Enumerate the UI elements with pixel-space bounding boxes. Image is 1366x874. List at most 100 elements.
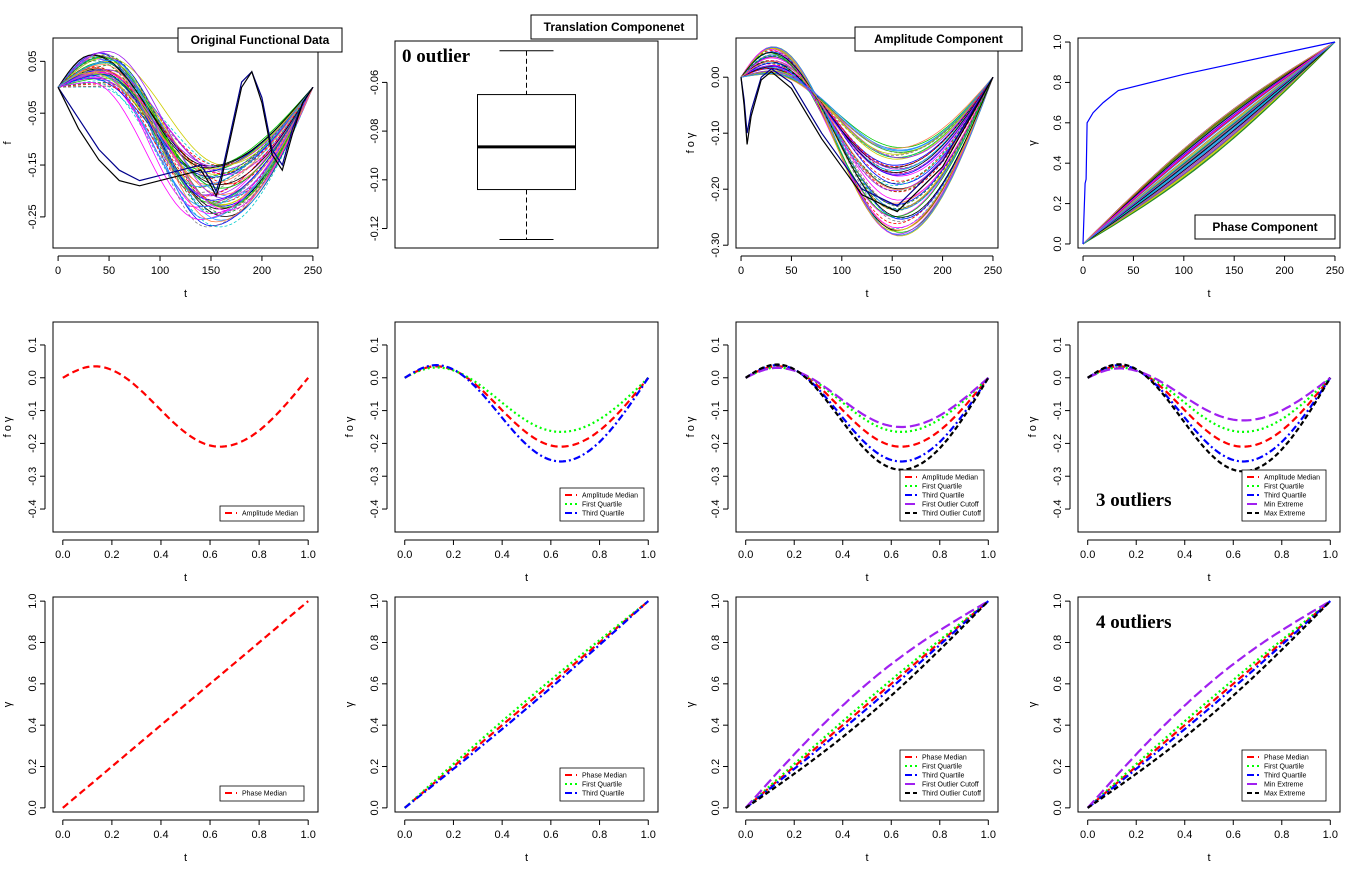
series-line <box>744 600 990 809</box>
outlier-curve <box>740 70 994 213</box>
title-box <box>530 14 698 40</box>
y-tick-label: 0.0 <box>710 800 722 815</box>
legend: Phase Median <box>219 785 305 802</box>
x-tick-label: 100 <box>833 265 851 277</box>
panel-title: Amplitude Component <box>874 32 1003 46</box>
x-tick-label: 150 <box>202 265 220 277</box>
warping-curve <box>1082 41 1336 245</box>
bundle-curve <box>58 82 314 215</box>
plot-area <box>1086 600 1332 809</box>
series-line <box>1087 600 1332 809</box>
x-tick-label: 0.6 <box>884 549 899 561</box>
x-tick-label: 0.8 <box>251 549 266 561</box>
panel-phase-cutoffs: 0.0 0.2 0.4 0.6 0.8 1.0 0.0 0.2 0.4 0.6 0.8 1.0 t γ Ph… <box>685 593 999 864</box>
panel-phase-median: 0.0 0.2 0.4 0.6 0.8 1.0 0.0 0.2 0.4 0.6 0.8 1.0 t γ Ph… <box>2 593 319 864</box>
y-tick-label: 1.0 <box>369 593 381 608</box>
legend: Amplitude Median First Quartile Third Quar… <box>559 487 645 522</box>
series-line <box>404 366 650 433</box>
series-line <box>1087 367 1331 422</box>
bundle-curve <box>740 47 994 232</box>
series-line <box>745 365 990 448</box>
y-axis-label: γ <box>685 701 697 707</box>
x-tick-label: 50 <box>785 265 797 277</box>
legend-label: First Quartile <box>922 484 962 491</box>
panel-amplitude-extremes: 0.0 0.2 0.4 0.6 0.8 1.0 0.1 0.0 -0.1 -0.2 -0.3 -0.4… <box>1027 321 1341 584</box>
legend-label: Third Quartile <box>922 773 965 780</box>
bundle-curve <box>740 67 994 168</box>
x-tick-label: 1.0 <box>981 549 996 561</box>
y-tick-label: 0.6 <box>1052 115 1064 130</box>
x-axis-label: t <box>184 852 187 864</box>
bundle-curve <box>740 65 994 175</box>
x-tick-label: 1.0 <box>301 829 316 841</box>
legend-label: Min Extreme <box>1264 502 1303 509</box>
y-tick-label: 0.0 <box>369 370 381 385</box>
y-tick-label: 0.4 <box>27 718 39 733</box>
x-tick-label: 0.2 <box>1129 549 1144 561</box>
y-axis-label: γ <box>2 701 14 707</box>
plot-area <box>1082 41 1336 245</box>
y-tick-label: -0.10 <box>369 167 381 192</box>
panel-title: Original Functional Data <box>191 33 330 47</box>
warping-curve <box>1082 41 1336 245</box>
y-tick-label: 0.2 <box>1052 196 1064 211</box>
series-line <box>404 365 650 448</box>
x-tick-label: 0.2 <box>787 549 802 561</box>
y-tick-label: 0.4 <box>1052 156 1064 171</box>
series-line <box>1086 600 1332 809</box>
legend: Phase Median First Quartile Third Quartile… <box>1241 749 1327 802</box>
series-line <box>404 363 650 463</box>
x-tick-label: 0.6 <box>202 549 217 561</box>
y-tick-label: 0.8 <box>1052 75 1064 90</box>
panel-amplitude-component: 0 50 100 150 200 250 0.00 -0.10 -0.20 -0.30 t f o γ… <box>685 26 1023 300</box>
bundle-curve <box>57 67 314 196</box>
x-tick-label: 50 <box>1127 265 1139 277</box>
panel-amplitude-cutoffs: 0.0 0.2 0.4 0.6 0.8 1.0 0.1 0.0 -0.1 -0.2 -0.3 -0.4… <box>685 321 999 584</box>
x-axis-label: t <box>184 572 187 584</box>
x-tick-label: 0.4 <box>153 829 168 841</box>
plot-area <box>477 50 576 240</box>
y-tick-label: 0.4 <box>369 718 381 733</box>
plot-area <box>1087 363 1332 473</box>
legend-label: Amplitude Median <box>242 511 298 518</box>
x-tick-label: 250 <box>1326 265 1344 277</box>
bundle-curve <box>740 73 994 151</box>
panel-amplitude-quartiles: 0.0 0.2 0.4 0.6 0.8 1.0 0.1 0.0 -0.1 -0.2 -0.3 -0.4… <box>344 321 659 584</box>
outlier-curve <box>740 68 994 207</box>
warping-curve <box>1082 41 1336 245</box>
y-tick-label: -0.12 <box>369 216 381 241</box>
bundle-curve <box>58 81 314 228</box>
warping-curve <box>1082 41 1336 245</box>
y-tick-label: -0.06 <box>369 70 381 95</box>
series-line <box>404 600 650 809</box>
series-line <box>745 363 990 463</box>
legend-label: First Outlier Cutoff <box>922 782 979 789</box>
y-tick-label: -0.1 <box>710 401 722 420</box>
bundle-curve <box>740 46 994 236</box>
y-tick-label: -0.10 <box>710 121 722 146</box>
bundle-curve <box>740 70 994 160</box>
x-tick-label: 0.4 <box>494 829 509 841</box>
series-line <box>1086 600 1332 809</box>
y-tick-label: 0.0 <box>27 800 39 815</box>
legend: Phase Median First Quartile Third Quartile <box>559 767 645 802</box>
plot-frame <box>394 596 659 813</box>
bundle-curve <box>57 69 314 214</box>
x-tick-label: 250 <box>984 265 1002 277</box>
legend: Amplitude Median First Quartile Third Quar… <box>899 469 985 522</box>
legend: Phase Median First Quartile Third Quartile… <box>899 749 985 802</box>
x-tick-label: 1.0 <box>1323 549 1338 561</box>
panel-translation-component: -0.06 -0.08 -0.10 -0.12 Translation Componen… <box>369 14 698 249</box>
x-tick-label: 0 <box>1080 265 1086 277</box>
x-tick-label: 250 <box>304 265 322 277</box>
x-tick-label: 150 <box>1225 265 1243 277</box>
y-tick-label: -0.3 <box>710 467 722 486</box>
series-line <box>745 363 990 471</box>
x-tick-label: 1.0 <box>981 829 996 841</box>
x-tick-label: 0.8 <box>932 829 947 841</box>
y-tick-label: 0.0 <box>27 370 39 385</box>
y-tick-label: 0.00 <box>710 66 722 87</box>
bundle-curve <box>58 83 314 203</box>
x-tick-label: 0.2 <box>446 829 461 841</box>
